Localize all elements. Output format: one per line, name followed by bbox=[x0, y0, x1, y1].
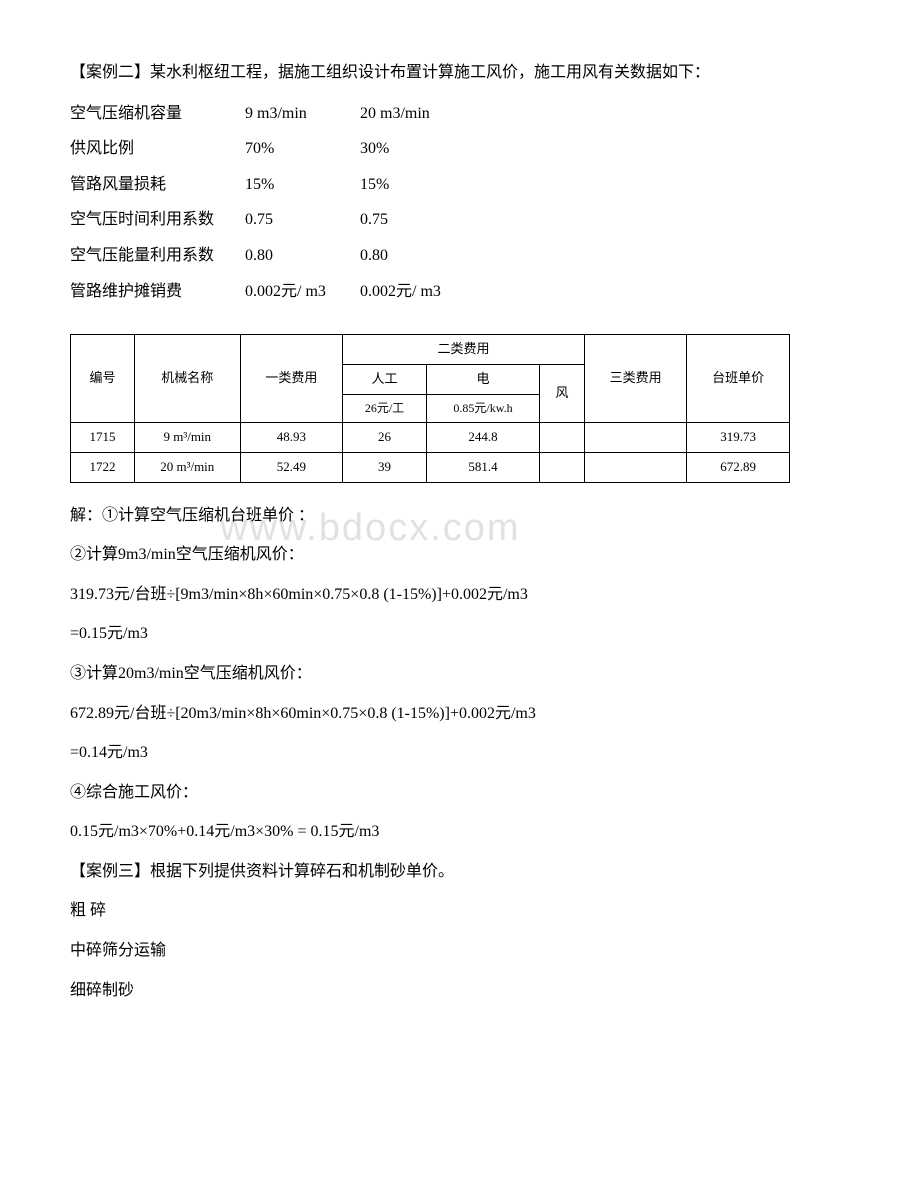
param-value-1: 15% bbox=[245, 172, 360, 198]
param-value-2: 0.002元/ m3 bbox=[360, 279, 510, 305]
item-line: 中碎筛分运输 bbox=[70, 938, 850, 964]
solution-result: =0.14元/m3 bbox=[70, 740, 850, 766]
table-row: 1715 9 m³/min 48.93 26 244.8 319.73 bbox=[71, 422, 790, 452]
param-value-1: 0.80 bbox=[245, 243, 360, 269]
col-wind: 风 bbox=[540, 364, 585, 422]
param-row: 管路维护摊销费 0.002元/ m3 0.002元/ m3 bbox=[70, 279, 850, 305]
solution-formula: 0.15元/m3×70%+0.14元/m3×30% = 0.15元/m3 bbox=[70, 819, 850, 845]
param-value-2: 20 m3/min bbox=[360, 101, 510, 127]
cell-wind bbox=[540, 452, 585, 482]
param-value-2: 15% bbox=[360, 172, 510, 198]
cell-name: 20 m³/min bbox=[134, 452, 240, 482]
solution-formula: 672.89元/台班÷[20m3/min×8h×60min×0.75×0.8 (… bbox=[70, 701, 850, 727]
param-row: 空气压缩机容量 9 m3/min 20 m3/min bbox=[70, 101, 850, 127]
labor-rate: 26元/工 bbox=[343, 394, 427, 422]
solution-result: =0.15元/m3 bbox=[70, 621, 850, 647]
cell-c3 bbox=[584, 452, 687, 482]
param-value-1: 0.75 bbox=[245, 207, 360, 233]
cell-elec: 244.8 bbox=[426, 422, 539, 452]
col-cat1: 一类费用 bbox=[240, 335, 343, 423]
solution-section: 解：①计算空气压缩机台班单价 ： ②计算9m3/min空气压缩机风价： 319.… bbox=[70, 503, 850, 1004]
cost-table: 编号 机械名称 一类费用 二类费用 三类费用 台班单价 人工 电 风 26元/工… bbox=[70, 334, 790, 482]
cell-c1: 48.93 bbox=[240, 422, 343, 452]
param-value-1: 0.002元/ m3 bbox=[245, 279, 360, 305]
col-id: 编号 bbox=[71, 335, 135, 423]
param-row: 供风比例 70% 30% bbox=[70, 136, 850, 162]
col-cat2: 二类费用 bbox=[343, 335, 585, 365]
param-label: 空气压能量利用系数 bbox=[70, 243, 245, 269]
param-value-2: 0.75 bbox=[360, 207, 510, 233]
cell-c1: 52.49 bbox=[240, 452, 343, 482]
col-price: 台班单价 bbox=[687, 335, 790, 423]
solution-step: ④综合施工风价： bbox=[70, 780, 850, 806]
cell-wind bbox=[540, 422, 585, 452]
solution-step: ②计算9m3/min空气压缩机风价： bbox=[70, 542, 850, 568]
table-header-row: 编号 机械名称 一类费用 二类费用 三类费用 台班单价 bbox=[71, 335, 790, 365]
param-value-1: 70% bbox=[245, 136, 360, 162]
param-row: 管路风量损耗 15% 15% bbox=[70, 172, 850, 198]
param-label: 空气压缩机容量 bbox=[70, 101, 245, 127]
col-cat3: 三类费用 bbox=[584, 335, 687, 423]
cell-elec: 581.4 bbox=[426, 452, 539, 482]
parameters-list: 空气压缩机容量 9 m3/min 20 m3/min 供风比例 70% 30% … bbox=[70, 101, 850, 305]
item-line: 细碎制砂 bbox=[70, 978, 850, 1004]
solution-formula: 319.73元/台班÷[9m3/min×8h×60min×0.75×0.8 (1… bbox=[70, 582, 850, 608]
cell-price: 672.89 bbox=[687, 452, 790, 482]
param-value-2: 0.80 bbox=[360, 243, 510, 269]
cell-id: 1715 bbox=[71, 422, 135, 452]
case-three-intro: 【案例三】根据下列提供资料计算碎石和机制砂单价。 bbox=[70, 859, 850, 885]
col-name: 机械名称 bbox=[134, 335, 240, 423]
param-value-1: 9 m3/min bbox=[245, 101, 360, 127]
item-line: 粗 碎 bbox=[70, 898, 850, 924]
cell-c3 bbox=[584, 422, 687, 452]
cell-name: 9 m³/min bbox=[134, 422, 240, 452]
cell-labor: 39 bbox=[343, 452, 427, 482]
param-label: 空气压时间利用系数 bbox=[70, 207, 245, 233]
param-row: 空气压能量利用系数 0.80 0.80 bbox=[70, 243, 850, 269]
col-labor: 人工 bbox=[343, 364, 427, 394]
param-label: 管路风量损耗 bbox=[70, 172, 245, 198]
param-value-2: 30% bbox=[360, 136, 510, 162]
solution-step: 解：①计算空气压缩机台班单价 ： bbox=[70, 503, 850, 529]
col-elec: 电 bbox=[426, 364, 539, 394]
cell-id: 1722 bbox=[71, 452, 135, 482]
cell-labor: 26 bbox=[343, 422, 427, 452]
param-label: 供风比例 bbox=[70, 136, 245, 162]
case-intro: 【案例二】某水利枢纽工程，据施工组织设计布置计算施工风价，施工用风有关数据如下： bbox=[70, 60, 850, 86]
cell-price: 319.73 bbox=[687, 422, 790, 452]
param-label: 管路维护摊销费 bbox=[70, 279, 245, 305]
elec-rate: 0.85元/kw.h bbox=[426, 394, 539, 422]
solution-step: ③计算20m3/min空气压缩机风价： bbox=[70, 661, 850, 687]
param-row: 空气压时间利用系数 0.75 0.75 bbox=[70, 207, 850, 233]
table-row: 1722 20 m³/min 52.49 39 581.4 672.89 bbox=[71, 452, 790, 482]
